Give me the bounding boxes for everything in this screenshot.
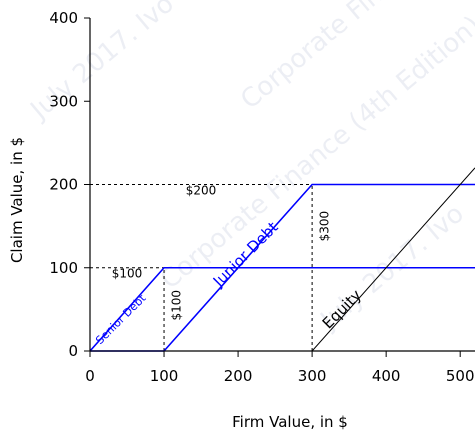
axes: 0 100 200 300 400 500 0 100 200 300 400 (49, 9, 475, 385)
x-tick-label: 400 (372, 367, 401, 385)
y-tick-label: 100 (49, 259, 78, 277)
x-tick-label: 300 (298, 367, 327, 385)
value-annotation: $100 (112, 267, 143, 281)
x-axis-title: Firm Value, in $ (232, 413, 348, 431)
reference-lines (90, 184, 313, 351)
value-annotation: $200 (186, 183, 217, 197)
y-tick-label: 200 (49, 176, 78, 194)
y-axis-title: Claim Value, in $ (8, 137, 26, 263)
value-annotation: $300 (317, 211, 331, 242)
x-tick-label: 500 (446, 367, 475, 385)
y-tick-label: 400 (49, 9, 78, 27)
y-tick-label: 0 (68, 342, 78, 360)
value-annotation: $100 (169, 290, 183, 321)
y-tick-label: 300 (49, 92, 78, 110)
x-tick-label: 0 (85, 367, 95, 385)
series-line-senior-debt (89, 266, 475, 352)
x-tick-label: 200 (224, 367, 253, 385)
x-tick-label: 100 (150, 367, 179, 385)
series-label-senior-debt: Senior Debt (93, 291, 149, 347)
